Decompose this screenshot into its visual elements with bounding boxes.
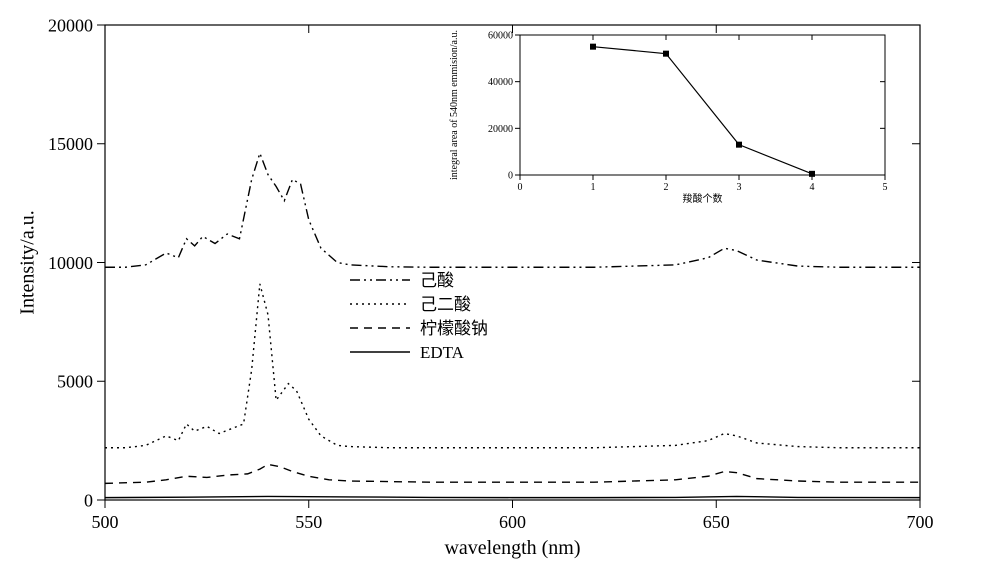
legend-label: 柠檬酸钠 <box>420 319 488 338</box>
inset-marker <box>736 142 742 148</box>
inset-ylabel: integral area of 540nm emmision/a.u. <box>449 30 460 180</box>
y-tick-label: 20000 <box>48 15 93 35</box>
x-tick-label: 550 <box>295 512 322 532</box>
chart-container: 50055060065070005000100001500020000wavel… <box>0 0 1000 565</box>
y-tick-label: 15000 <box>48 134 93 154</box>
inset-xtick-label: 3 <box>737 182 742 193</box>
series-line <box>105 284 920 448</box>
inset-xtick-label: 2 <box>664 182 669 193</box>
x-axis-label: wavelength (nm) <box>444 537 580 559</box>
series-line <box>105 496 920 497</box>
inset-ytick-label: 0 <box>508 171 513 182</box>
x-tick-label: 600 <box>499 512 526 532</box>
inset-chart: 0 1 2 3 4 5 0 20000 40000 60000 羧酸个数 integral area … <box>449 30 888 205</box>
inset-marker <box>590 44 596 50</box>
chart-svg: 50055060065070005000100001500020000wavel… <box>0 0 1000 565</box>
inset-ytick-label: 20000 <box>488 124 513 135</box>
inset-xlabel: 羧酸个数 <box>683 192 723 205</box>
y-axis-label: Intensity/a.u. <box>17 210 39 314</box>
x-tick-label: 700 <box>907 512 934 532</box>
y-tick-label: 5000 <box>57 372 93 392</box>
inset-ytick-label: 60000 <box>488 31 513 42</box>
series-line <box>105 464 920 483</box>
y-tick-label: 0 <box>84 490 93 510</box>
inset-xtick-label: 4 <box>810 182 815 193</box>
legend-label: 己二酸 <box>420 295 471 314</box>
inset-xtick-label: 0 <box>518 182 523 193</box>
legend-label: 己酸 <box>420 271 454 290</box>
inset-ytick-label: 40000 <box>488 77 513 88</box>
inset-xtick-label: 5 <box>883 182 888 193</box>
inset-marker <box>663 51 669 57</box>
inset-frame <box>520 35 885 175</box>
legend-label: EDTA <box>420 343 465 362</box>
inset-xtick-label: 1 <box>591 182 596 193</box>
y-tick-label: 10000 <box>48 253 93 273</box>
inset-marker <box>809 171 815 177</box>
x-tick-label: 650 <box>703 512 730 532</box>
x-tick-label: 500 <box>92 512 119 532</box>
